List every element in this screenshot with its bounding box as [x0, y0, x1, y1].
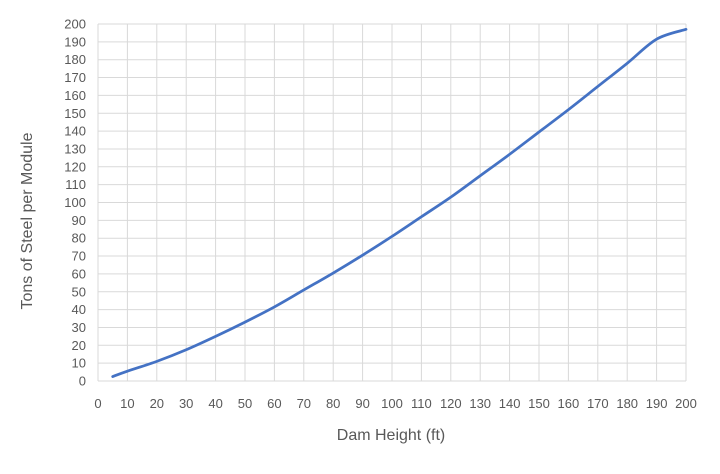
- x-tick-label: 0: [94, 396, 101, 411]
- y-tick-label: 200: [64, 17, 86, 32]
- x-tick-label: 70: [297, 396, 311, 411]
- x-tick-label: 160: [558, 396, 580, 411]
- grid-lines: [97, 23, 687, 382]
- y-tick-label: 60: [72, 266, 86, 281]
- x-tick-label: 80: [326, 396, 340, 411]
- x-tick-label: 50: [238, 396, 252, 411]
- x-tick-label: 100: [381, 396, 403, 411]
- x-tick-label: 140: [499, 396, 521, 411]
- x-tick-label: 40: [208, 396, 222, 411]
- x-tick-label: 130: [469, 396, 491, 411]
- y-tick-label: 70: [72, 249, 86, 264]
- y-tick-label: 170: [64, 70, 86, 85]
- x-tick-label: 90: [355, 396, 369, 411]
- y-tick-label: 80: [72, 231, 86, 246]
- y-tick-label: 90: [72, 213, 86, 228]
- y-tick-label: 10: [72, 356, 86, 371]
- y-tick-label: 40: [72, 302, 86, 317]
- x-tick-labels: 0 10 20 30 40 50 60 70 80 90 100 110 120 130 140 150 160…: [94, 396, 696, 411]
- y-tick-label: 160: [64, 88, 86, 103]
- x-tick-label: 10: [120, 396, 134, 411]
- x-tick-label: 20: [150, 396, 164, 411]
- y-tick-label: 100: [64, 195, 86, 210]
- series-line: [111, 27, 688, 378]
- x-tick-label: 190: [646, 396, 668, 411]
- x-tick-label: 120: [440, 396, 462, 411]
- x-tick-label: 30: [179, 396, 193, 411]
- x-axis-title: Dam Height (ft): [337, 427, 445, 444]
- y-tick-labels: 0 10 20 30 40 50 60 70 80 90 100 110 120 130 140 150 160…: [64, 17, 86, 389]
- y-tick-label: 180: [64, 52, 86, 67]
- x-tick-label: 180: [616, 396, 638, 411]
- x-tick-label: 170: [587, 396, 609, 411]
- y-tick-label: 0: [79, 374, 86, 389]
- x-tick-label: 150: [528, 396, 550, 411]
- y-tick-label: 190: [64, 34, 86, 49]
- y-tick-label: 50: [72, 284, 86, 299]
- x-tick-label: 200: [675, 396, 697, 411]
- y-tick-label: 110: [65, 177, 86, 192]
- y-axis-title: Tons of Steel per Module: [19, 132, 36, 309]
- x-tick-label: 60: [267, 396, 281, 411]
- y-tick-label: 150: [64, 106, 86, 121]
- x-tick-label: 110: [411, 396, 432, 411]
- y-tick-label: 120: [64, 159, 86, 174]
- y-tick-label: 130: [64, 141, 86, 156]
- series-group: [111, 27, 688, 378]
- y-tick-label: 20: [72, 338, 86, 353]
- y-tick-label: 30: [72, 320, 86, 335]
- y-tick-label: 140: [64, 124, 86, 139]
